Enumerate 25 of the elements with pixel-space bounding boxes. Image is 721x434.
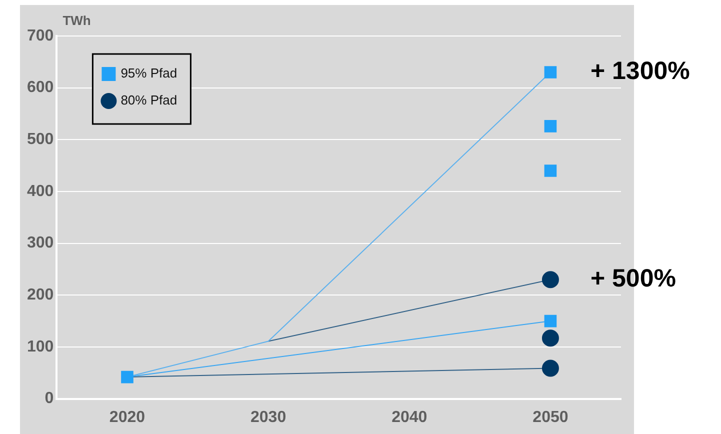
point xyxy=(544,66,557,78)
y-tick-label: 100 xyxy=(26,338,54,356)
y-tick-label: 200 xyxy=(26,286,54,304)
point xyxy=(121,370,134,384)
x-tick-label: 2030 xyxy=(250,408,286,426)
annotation: + 1300% xyxy=(590,57,690,86)
y-tick-label: 300 xyxy=(26,234,54,252)
y-tick-label: 0 xyxy=(44,390,54,408)
y-axis-title: TWh xyxy=(62,13,91,28)
y-tick-label: 600 xyxy=(26,79,54,96)
point xyxy=(544,314,557,328)
x-tick-label: 2040 xyxy=(392,408,428,426)
y-tick-label: 700 xyxy=(26,27,54,44)
x-tick-label: 2050 xyxy=(532,408,568,426)
point xyxy=(542,330,559,347)
legend-label: 95% Pfad xyxy=(120,66,178,81)
annotation: + 500% xyxy=(590,264,676,292)
point xyxy=(542,271,559,288)
point xyxy=(544,120,557,132)
point xyxy=(542,360,559,377)
x-tick-label: 2020 xyxy=(109,408,146,426)
y-tick-label: 400 xyxy=(26,182,54,200)
legend-label: 80% Pfad xyxy=(120,92,178,108)
y-tick-label: 500 xyxy=(26,131,54,148)
point xyxy=(544,164,557,177)
